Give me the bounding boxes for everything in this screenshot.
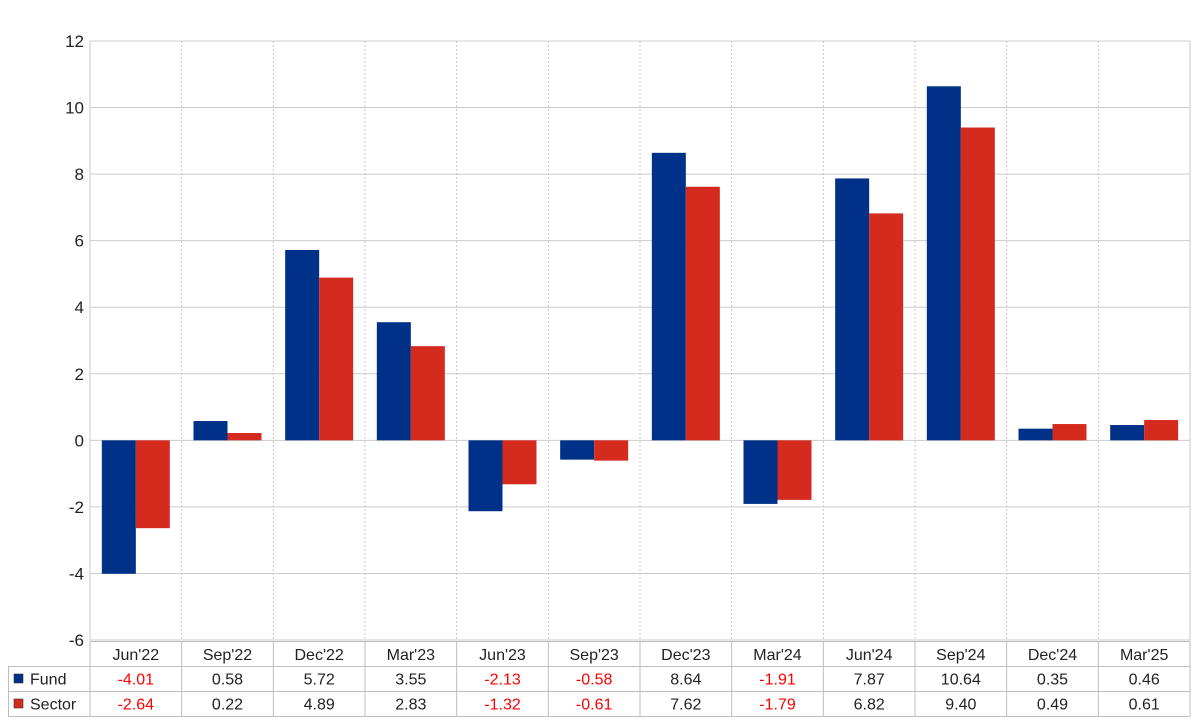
y-tick-label: 6	[75, 232, 84, 251]
bar-fund	[1110, 425, 1145, 441]
data-label-sector: 6.82	[854, 697, 885, 714]
data-label-fund: 8.64	[670, 672, 701, 689]
bar-fund	[193, 421, 228, 441]
data-label-sector: 0.49	[1037, 697, 1068, 714]
data-label-fund: 0.46	[1129, 672, 1160, 689]
y-tick-label: 0	[75, 431, 84, 450]
data-label-sector: 2.83	[395, 697, 426, 714]
x-category-label: Mar'23	[387, 647, 436, 664]
bar-sector	[227, 433, 262, 441]
bar-sector	[777, 440, 812, 500]
bar-fund	[101, 440, 136, 574]
data-label-fund: 0.58	[212, 672, 243, 689]
bar-fund	[1018, 428, 1053, 441]
bar-sector	[410, 346, 445, 441]
x-category-label: Sep'22	[203, 647, 252, 664]
data-label-fund: 10.64	[941, 672, 981, 689]
data-label-fund: 3.55	[395, 672, 426, 689]
data-label-fund: 5.72	[304, 672, 335, 689]
bar-sector	[135, 440, 170, 529]
bar-fund	[926, 86, 961, 441]
data-label-sector: -0.61	[576, 697, 613, 714]
bar-fund	[285, 249, 320, 441]
data-label-fund: -1.91	[759, 672, 796, 689]
data-label-sector: 7.62	[670, 697, 701, 714]
legend-swatch-fund	[13, 673, 24, 684]
data-label-sector: -2.64	[118, 697, 155, 714]
x-category-label: Dec'24	[1028, 647, 1077, 664]
bars-layer	[101, 86, 1179, 574]
bar-sector	[685, 186, 720, 441]
bar-sector	[1144, 420, 1179, 441]
x-category-label: Dec'23	[661, 647, 710, 664]
y-tick-label: 4	[75, 298, 84, 317]
bar-fund	[743, 440, 778, 504]
data-label-sector: 0.22	[212, 697, 243, 714]
data-label-fund: 0.35	[1037, 672, 1068, 689]
series-name-sector: Sector	[30, 697, 77, 714]
data-label-fund: 7.87	[854, 672, 885, 689]
y-tick-label: 2	[75, 365, 84, 384]
legend-swatch-sector	[13, 698, 24, 709]
data-label-sector: 4.89	[304, 697, 335, 714]
x-category-label: Mar'24	[753, 647, 802, 664]
x-category-label: Sep'24	[936, 647, 985, 664]
bar-sector	[502, 440, 537, 485]
data-label-sector: -1.32	[484, 697, 521, 714]
bar-sector	[869, 213, 904, 441]
bar-fund	[376, 322, 411, 441]
x-category-label: Sep'23	[570, 647, 619, 664]
y-tick-label: -4	[69, 564, 84, 583]
bar-fund	[835, 178, 870, 441]
axis-layer: 12 10 8 6 4 2 0 -2 -4 -6	[65, 32, 84, 650]
data-label-fund: -4.01	[118, 672, 155, 689]
bar-fund	[651, 152, 686, 441]
data-label-sector: -1.79	[759, 697, 796, 714]
data-label-sector: 9.40	[945, 697, 976, 714]
bar-sector	[1052, 424, 1087, 441]
x-category-label: Jun'24	[846, 647, 893, 664]
x-category-label: Jun'23	[479, 647, 526, 664]
data-label-sector: 0.61	[1129, 697, 1160, 714]
y-tick-label: 12	[65, 32, 84, 51]
data-label-fund: -2.13	[484, 672, 521, 689]
grid-layer	[89, 40, 1191, 641]
x-category-label: Jun'22	[113, 647, 160, 664]
series-name-fund: Fund	[30, 672, 66, 689]
bar-fund	[468, 440, 503, 512]
bar-fund	[560, 440, 595, 460]
bar-sector	[319, 277, 354, 441]
bar-sector	[594, 440, 629, 461]
data-label-fund: -0.58	[576, 672, 613, 689]
x-category-label: Mar'25	[1120, 647, 1169, 664]
y-tick-label: -6	[69, 631, 84, 650]
bar-sector	[960, 127, 995, 441]
data-table: Jun'22 Sep'22 Dec'22 Mar'23 Jun'23 Sep'23 Dec'…	[8, 641, 1191, 717]
x-category-label: Dec'22	[295, 647, 344, 664]
y-tick-label: 10	[65, 99, 84, 118]
y-tick-label: -2	[69, 498, 84, 517]
y-tick-label: 8	[75, 165, 84, 184]
